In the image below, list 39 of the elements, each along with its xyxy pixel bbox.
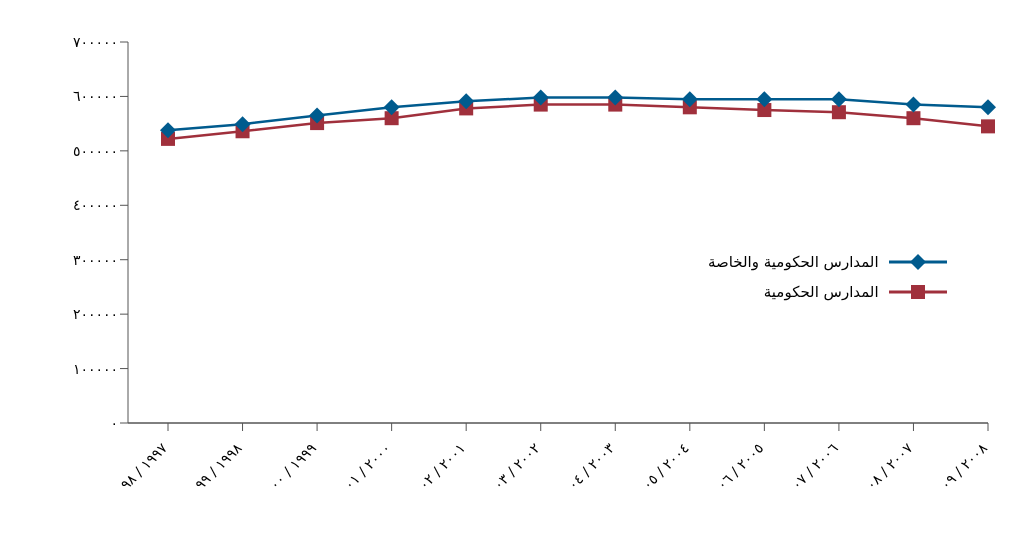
point (905, 96, 922, 113)
legend-label: المدارس الحكومية والخاصة (708, 253, 879, 271)
y-tick-label: ٣٠٠٠٠٠ (72, 251, 118, 268)
y-tick-label: ٠ (110, 414, 118, 431)
point (234, 116, 251, 133)
point (384, 111, 399, 126)
point (383, 99, 400, 116)
point (309, 107, 326, 124)
point (981, 119, 995, 134)
point (160, 122, 176, 139)
point (681, 91, 698, 108)
y-tick-label: ٥٠٠٠٠٠ (72, 142, 118, 159)
y-tick-label: ١٠٠٠٠٠ (72, 360, 118, 377)
point (830, 91, 847, 108)
point (980, 99, 996, 116)
x-tick-label: ٠٠ / ١٩٩٩ (266, 439, 320, 493)
legend-label: المدارس الحكومية (763, 283, 879, 301)
y-tick-label: ٤٠٠٠٠٠ (72, 197, 118, 214)
y-tick-label: ٧٠٠٠٠٠ (72, 33, 118, 50)
x-tick-label: ٠٥ / ٢٠٠٤ (639, 439, 692, 493)
y-tick-label: ٢٠٠٠٠٠ (72, 306, 118, 323)
point (757, 103, 772, 118)
point (607, 89, 624, 106)
point (458, 93, 475, 110)
x-tick-label: ٠١ / ٢٠٠٠ (340, 439, 394, 493)
x-tick-label: ٠٧ / ٢٠٠٦ (788, 439, 842, 493)
x-tick-label: ٠٦ / ٢٠٠٥ (713, 439, 767, 493)
x-tick-label: ٠٣ / ٢٠٠٢ (490, 439, 543, 493)
x-tick-label: ٠٢ / ٢٠٠١ (415, 439, 469, 493)
x-tick-label: ٩٨ / ١٩٩٧ (117, 439, 171, 493)
x-tick-label: ٠٩ / ٢٠٠٨ (937, 439, 991, 493)
point (831, 105, 846, 120)
y-tick-label: ٦٠٠٠٠٠ (72, 88, 118, 105)
point (906, 111, 921, 126)
x-tick-label: ٩٩ / ١٩٩٨ (191, 439, 246, 493)
x-tick-label: ٠٤ / ٢٠٠٣ (564, 439, 618, 493)
point (532, 89, 549, 106)
x-tick-label: ٠٨ / ٢٠٠٧ (862, 439, 916, 493)
point (756, 91, 773, 108)
